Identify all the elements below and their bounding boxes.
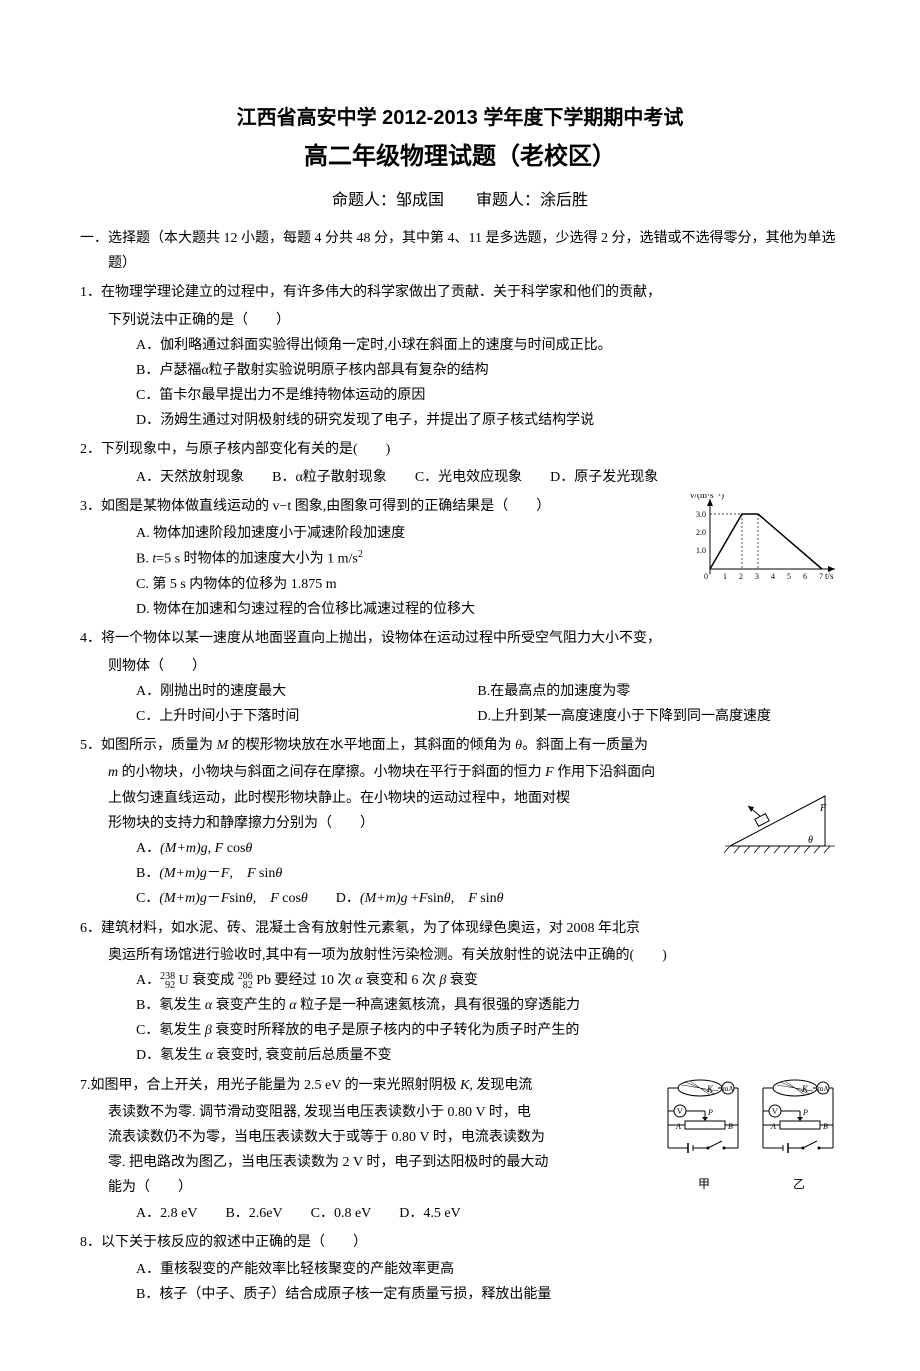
question-2: 2．下列现象中，与原子核内部变化有关的是( ) A．天然放射现象 B．α粒子散射… bbox=[80, 437, 840, 489]
svg-text:1.0: 1.0 bbox=[696, 546, 706, 555]
q5-stem1: 5．如图所示，质量为 M 的楔形物块放在水平地面上，其斜面的倾角为 θ。斜面上有… bbox=[80, 733, 840, 758]
svg-text:3.0: 3.0 bbox=[696, 510, 706, 519]
q5-wedge-diagram: F θ bbox=[720, 786, 840, 866]
circuit-left: K mA V P A B 甲 bbox=[668, 1080, 738, 1191]
q4-stem2: 则物体（ ） bbox=[80, 654, 840, 679]
q2-opt-b: B．α粒子散射现象 bbox=[272, 465, 387, 490]
q5-opt-d: (M+m)g +Fsinθ, F sinθ bbox=[360, 891, 504, 906]
angle-label: θ bbox=[808, 835, 813, 846]
svg-text:A: A bbox=[770, 1122, 776, 1131]
section-text: 一．选择题（本大题共 12 小题，每题 4 分共 48 分，其中第 4、11 是… bbox=[80, 226, 840, 276]
svg-text:B: B bbox=[823, 1122, 828, 1131]
q6-opt-c: C．氡发生 β 衰变时所释放的电子是原子核内的中子转化为质子时产生的 bbox=[80, 1018, 840, 1043]
q4-row1: A．刚抛出时的速度最大 B.在最高点的加速度为零 bbox=[80, 679, 840, 704]
q5-row2: C．(M+m)g－Fsinθ, F cosθ D．(M+m)g +Fsinθ, … bbox=[80, 886, 840, 911]
svg-text:K: K bbox=[801, 1084, 809, 1094]
svg-text:1: 1 bbox=[723, 572, 727, 581]
q6-opt-a: A．23892 U 衰变成 20682 Pb 要经过 10 次 α 衰变和 6 … bbox=[80, 968, 840, 993]
q8-opt-a: A．重核裂变的产能效率比轻核聚变的产能效率更高 bbox=[80, 1257, 840, 1282]
q7-opt-c: C．0.8 eV bbox=[311, 1201, 372, 1226]
q4-opt-d: D.上升到某一高度速度小于下降到同一高度速度 bbox=[477, 704, 815, 729]
q4-stem1: 4．将一个物体以某一速度从地面竖直向上抛出，设物体在运动过程中所受空气阻力大小不… bbox=[80, 626, 840, 651]
fig-label-1: 甲 bbox=[698, 1177, 710, 1191]
q6-stem1: 6．建筑材料，如水泥、砖、混凝土含有放射性元素氡，为了体现绿色奥运，对 2008… bbox=[80, 916, 840, 941]
q8-opt-b: B．核子（中子、质子）结合成原子核一定有质量亏损，释放出能量 bbox=[80, 1282, 840, 1307]
svg-text:P: P bbox=[707, 1108, 713, 1117]
q1-opt-d: D．汤姆生通过对阴极射线的研究发现了电子，并提出了原子核式结构学说 bbox=[80, 408, 840, 433]
question-1: 1．在物理学理论建立的过程中，有许多伟大的科学家做出了贡献．关于科学家和他们的贡… bbox=[80, 280, 840, 433]
authors: 命题人：邹成国 审题人：涂后胜 bbox=[80, 187, 840, 216]
q5-stem2: m 的小物块，小物块与斜面之间存在摩擦。小物块在平行于斜面的恒力 F 作用下沿斜… bbox=[80, 760, 840, 785]
svg-text:B: B bbox=[728, 1122, 733, 1131]
q8-stem: 8．以下关于核反应的叙述中正确的是（ ） bbox=[80, 1230, 840, 1255]
section-header: 一．选择题（本大题共 12 小题，每题 4 分共 48 分，其中第 4、11 是… bbox=[80, 226, 840, 276]
svg-text:2: 2 bbox=[739, 572, 743, 581]
svg-text:6: 6 bbox=[803, 572, 807, 581]
svg-text:mA: mA bbox=[723, 1085, 734, 1093]
q3-opt-d: D. 物体在加速和匀速过程的合位移比减速过程的位移大 bbox=[80, 597, 840, 622]
q1-opt-c: C．笛卡尔最早提出力不是维持物体运动的原因 bbox=[80, 383, 840, 408]
q2-opt-c: C．光电效应现象 bbox=[415, 465, 522, 490]
title-main: 江西省高安中学 2012-2013 学年度下学期期中考试 bbox=[80, 100, 840, 136]
q4-opt-a: A．刚抛出时的速度最大 bbox=[136, 679, 474, 704]
q5-opt-c: C．(M+m)g－Fsinθ, F cosθ bbox=[136, 891, 308, 906]
svg-text:2.0: 2.0 bbox=[696, 528, 706, 537]
q2-opts: A．天然放射现象 B．α粒子散射现象 C．光电效应现象 D．原子发光现象 bbox=[80, 465, 840, 490]
svg-text:A: A bbox=[675, 1122, 681, 1131]
force-label: F bbox=[819, 803, 827, 814]
ylabel: v/(m·s⁻¹) bbox=[690, 494, 724, 500]
q5-opt-b: B．(M+m)g－F, F sinθ bbox=[136, 861, 474, 886]
q7-opts: A．2.8 eV B．2.6eV C．0.8 eV D．4.5 eV bbox=[80, 1201, 650, 1226]
q6-opt-d: D．氡发生 α 衰变时, 衰变前后总质量不变 bbox=[80, 1043, 840, 1068]
question-4: 4．将一个物体以某一速度从地面竖直向上抛出，设物体在运动过程中所受空气阻力大小不… bbox=[80, 626, 840, 729]
circuit-right: K mA V P A B 乙 bbox=[763, 1080, 833, 1191]
svg-text:4: 4 bbox=[771, 572, 775, 581]
q3-vt-graph: v/(m·s⁻¹) t/s 3.0 2.0 1.0 0 1 2 3 4 5 6 … bbox=[690, 494, 840, 584]
xlabel: t/s bbox=[825, 571, 834, 581]
q1-stem2: 下列说法中正确的是（ ） bbox=[80, 308, 840, 333]
svg-text:K: K bbox=[706, 1084, 714, 1094]
svg-text:V: V bbox=[772, 1107, 778, 1116]
question-8: 8．以下关于核反应的叙述中正确的是（ ） A．重核裂变的产能效率比轻核聚变的产能… bbox=[80, 1230, 840, 1308]
question-6: 6．建筑材料，如水泥、砖、混凝土含有放射性元素氡，为了体现绿色奥运，对 2008… bbox=[80, 916, 840, 1069]
svg-text:V: V bbox=[677, 1107, 683, 1116]
q2-stem: 2．下列现象中，与原子核内部变化有关的是( ) bbox=[80, 437, 840, 462]
svg-text:7: 7 bbox=[819, 572, 823, 581]
q7-opt-a: A．2.8 eV bbox=[136, 1201, 197, 1226]
q7-opt-b: B．2.6eV bbox=[225, 1201, 282, 1226]
svg-text:0: 0 bbox=[704, 572, 708, 581]
question-5: 5．如图所示，质量为 M 的楔形物块放在水平地面上，其斜面的倾角为 θ。斜面上有… bbox=[80, 733, 840, 911]
q1-stem1: 1．在物理学理论建立的过程中，有许多伟大的科学家做出了贡献．关于科学家和他们的贡… bbox=[80, 280, 840, 305]
q2-opt-d: D．原子发光现象 bbox=[550, 465, 658, 490]
svg-text:mA: mA bbox=[818, 1085, 829, 1093]
q7-opt-d: D．4.5 eV bbox=[399, 1201, 460, 1226]
q2-opt-a: A．天然放射现象 bbox=[136, 465, 244, 490]
title-sub: 高二年级物理试题（老校区） bbox=[80, 136, 840, 179]
q6-opt-b: B．氡发生 α 衰变产生的 α 粒子是一种高速氦核流，具有很强的穿透能力 bbox=[80, 993, 840, 1018]
q6-stem2: 奥运所有场馆进行验收时,其中有一项为放射性污染检测。有关放射性的说法中正确的( … bbox=[80, 943, 840, 968]
svg-text:P: P bbox=[802, 1108, 808, 1117]
question-7: K mA V P A B 甲 K mA V bbox=[80, 1073, 840, 1226]
question-3: v/(m·s⁻¹) t/s 3.0 2.0 1.0 0 1 2 3 4 5 6 … bbox=[80, 494, 840, 623]
q4-opt-c: C．上升时间小于下落时间 bbox=[136, 704, 474, 729]
svg-text:5: 5 bbox=[787, 572, 791, 581]
svg-text:3: 3 bbox=[755, 572, 759, 581]
q5-opt-a: A．(M+m)g, F cosθ bbox=[136, 836, 474, 861]
q1-opt-a: A．伽利略通过斜面实验得出倾角一定时,小球在斜面上的速度与时间成正比。 bbox=[80, 333, 840, 358]
q1-opt-b: B．卢瑟福α粒子散射实验说明原子核内部具有复杂的结构 bbox=[80, 358, 840, 383]
q7-circuit-diagram: K mA V P A B 甲 K mA V bbox=[660, 1073, 840, 1203]
q4-opt-b: B.在最高点的加速度为零 bbox=[477, 679, 815, 704]
q4-row2: C．上升时间小于下落时间 D.上升到某一高度速度小于下降到同一高度速度 bbox=[80, 704, 840, 729]
fig-label-2: 乙 bbox=[793, 1177, 805, 1191]
